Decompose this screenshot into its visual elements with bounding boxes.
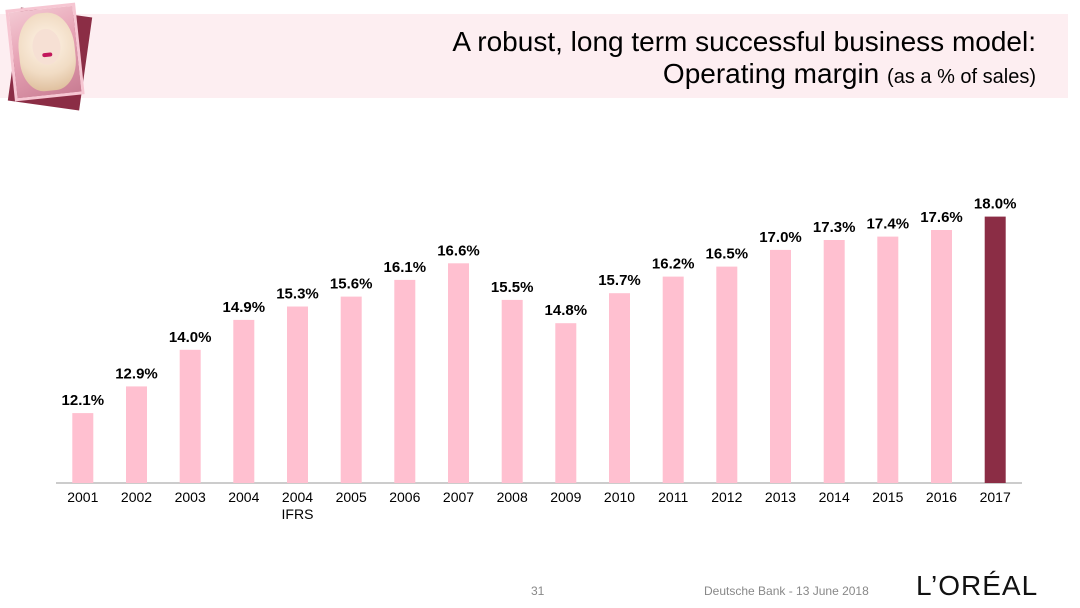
- title-line-1: A robust, long term successful business …: [452, 26, 1036, 57]
- bar-2005: [340, 296, 362, 483]
- x-tick-label: 2016: [926, 489, 957, 505]
- bar-2007: [448, 263, 469, 483]
- data-label: 14.9%: [223, 299, 266, 316]
- x-tick-label: 2003: [175, 489, 206, 505]
- x-tick-label: 2013: [765, 489, 796, 505]
- bar-2006: [394, 279, 416, 483]
- header-band: [0, 14, 1068, 98]
- data-label: 16.1%: [384, 259, 427, 276]
- data-label: 16.2%: [652, 256, 695, 273]
- bar-2016: [931, 230, 952, 483]
- x-tick-label: 2011: [658, 489, 688, 505]
- x-tick-label: 2004: [228, 489, 259, 505]
- data-label: 16.5%: [706, 246, 749, 263]
- bar-2014: [823, 240, 845, 483]
- x-tick-label: 2004: [282, 489, 313, 505]
- data-label: 15.6%: [330, 276, 373, 293]
- bar-2008: [501, 299, 523, 483]
- x-tick-label: 2007: [443, 489, 474, 505]
- data-label: 17.6%: [920, 209, 963, 226]
- x-tick-label: 2014: [819, 489, 850, 505]
- data-label: 17.3%: [813, 219, 856, 236]
- x-tick-label: 2001: [67, 489, 98, 505]
- bar-2012: [716, 266, 738, 483]
- bar-2004-ifrs: [287, 306, 308, 483]
- data-label: 17.0%: [759, 229, 802, 246]
- bar-2010: [609, 293, 630, 483]
- page-title: A robust, long term successful business …: [452, 26, 1036, 93]
- data-label: 12.1%: [62, 392, 105, 409]
- data-label: 15.3%: [276, 286, 319, 303]
- title-line-2-main: Operating margin: [662, 58, 880, 89]
- x-tick-label: 2017: [980, 489, 1011, 505]
- bar-2013: [770, 249, 791, 483]
- data-label: 18.0%: [974, 196, 1017, 213]
- bar-2015: [877, 236, 899, 483]
- data-label: 15.7%: [598, 272, 641, 289]
- bar-2003: [179, 349, 201, 483]
- data-label: 17.4%: [867, 216, 910, 233]
- title-line-2-sub: (as a % of sales): [887, 66, 1036, 88]
- page-number: 31: [531, 584, 545, 598]
- data-label: 15.5%: [491, 279, 534, 296]
- x-tick-label: 2005: [336, 489, 367, 505]
- bar-2017: [984, 216, 1006, 483]
- footer-note: Deutsche Bank - 13 June 2018: [704, 584, 869, 598]
- bar-2001: [72, 413, 94, 483]
- x-tick-label: 2012: [711, 489, 742, 505]
- title-line-2: Operating margin (as a % of sales): [452, 58, 1036, 93]
- x-tick-label: IFRS: [282, 506, 314, 522]
- bar-2002: [126, 386, 147, 483]
- bar-2011: [662, 276, 684, 483]
- x-tick-label: 2006: [389, 489, 420, 505]
- data-label: 16.6%: [437, 242, 480, 259]
- data-label: 12.9%: [115, 365, 158, 382]
- bar-2009: [555, 323, 577, 483]
- data-label: 14.8%: [545, 302, 588, 319]
- x-tick-label: 2010: [604, 489, 635, 505]
- x-tick-label: 2009: [550, 489, 581, 505]
- x-tick-label: 2002: [121, 489, 152, 505]
- data-label: 14.0%: [169, 329, 212, 346]
- x-tick-label: 2015: [872, 489, 903, 505]
- bar-2004: [233, 319, 255, 483]
- loreal-logo: L’ORÉAL: [916, 570, 1039, 601]
- x-tick-label: 2008: [497, 489, 528, 505]
